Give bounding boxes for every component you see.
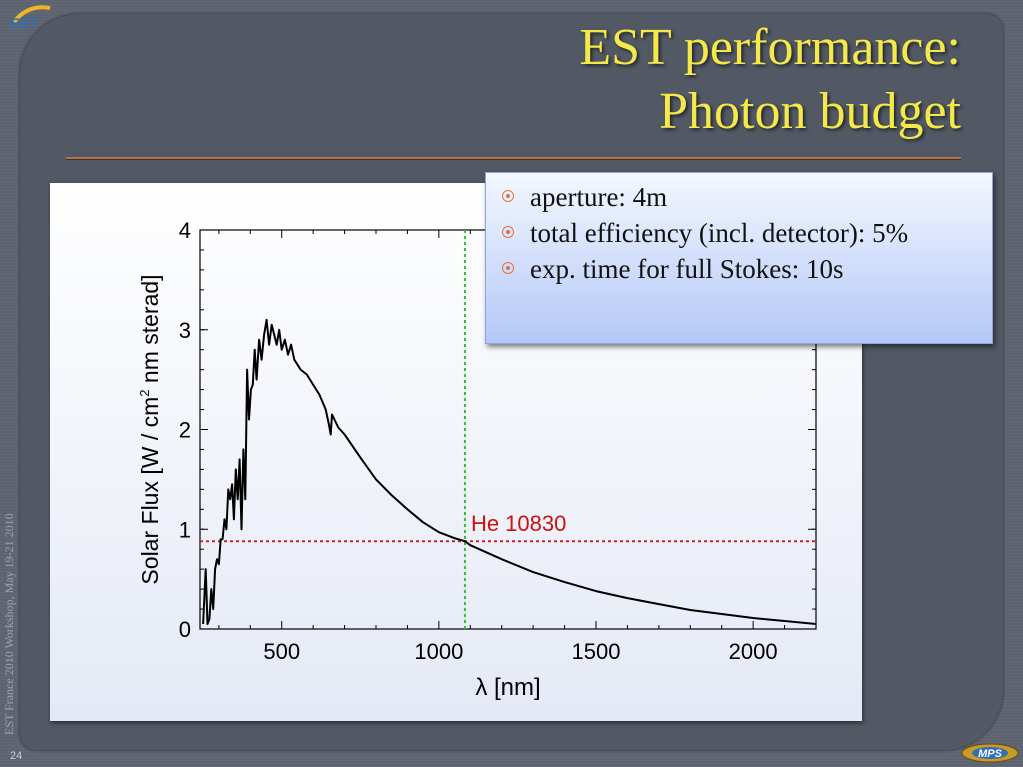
solar-flux-chart: 500 1000 1500 2000 0 1 2 3 4 He 10830 λ [nm] Solar …	[137, 218, 817, 701]
footer-side-text: EST France 2010 Workshop, May 19-21 2010	[2, 513, 16, 735]
title-line-2: Photon budget	[659, 83, 961, 140]
slide-title: EST performance: Photon budget	[261, 16, 961, 144]
svg-text:EST: EST	[10, 15, 39, 31]
bullet-item: total efficiency (incl. detector): 5%	[502, 215, 982, 251]
x-tick-label: 1000	[414, 639, 463, 664]
bullet-text: exp. time for full Stokes: 10s	[530, 254, 844, 284]
bullet-text: total efficiency (incl. detector): 5%	[530, 218, 909, 248]
x-axis-label: λ [nm]	[475, 674, 540, 701]
page-number: 24	[10, 750, 23, 762]
title-divider	[66, 157, 961, 160]
y-axis-label: Solar Flux [W / cm2 nm sterad]	[137, 274, 163, 584]
parameter-callout: aperture: 4m total efficiency (incl. dete…	[485, 172, 993, 344]
solar-flux-series	[202, 318, 817, 625]
bullet-text: aperture: 4m	[530, 182, 668, 212]
bullet-item: aperture: 4m	[502, 179, 982, 215]
y-tick-label: 2	[179, 418, 191, 443]
y-axis-label-part: nm sterad]	[137, 274, 163, 389]
x-tick-label: 1500	[572, 639, 621, 664]
y-axis-label-part: Solar Flux [W / cm	[137, 397, 163, 585]
mps-logo: MPS	[961, 743, 1019, 763]
est-logo: EST	[10, 5, 51, 31]
y-tick-label: 3	[179, 318, 191, 343]
bullet-icon	[502, 226, 514, 238]
svg-text:MPS: MPS	[978, 748, 1003, 760]
y-tick-label: 4	[179, 218, 191, 243]
bullet-icon	[502, 190, 514, 202]
y-tick-label: 0	[179, 617, 191, 642]
y-axis-label-sup: 2	[137, 389, 152, 396]
x-tick-label: 500	[263, 639, 300, 664]
title-line-1: EST performance:	[579, 19, 961, 76]
y-tick-label: 1	[179, 517, 191, 542]
x-tick-label: 2000	[729, 639, 778, 664]
parameter-list: aperture: 4m total efficiency (incl. dete…	[502, 179, 982, 287]
bullet-item: exp. time for full Stokes: 10s	[502, 251, 982, 287]
he-10830-annotation: He 10830	[471, 511, 566, 536]
bullet-icon	[502, 262, 514, 274]
